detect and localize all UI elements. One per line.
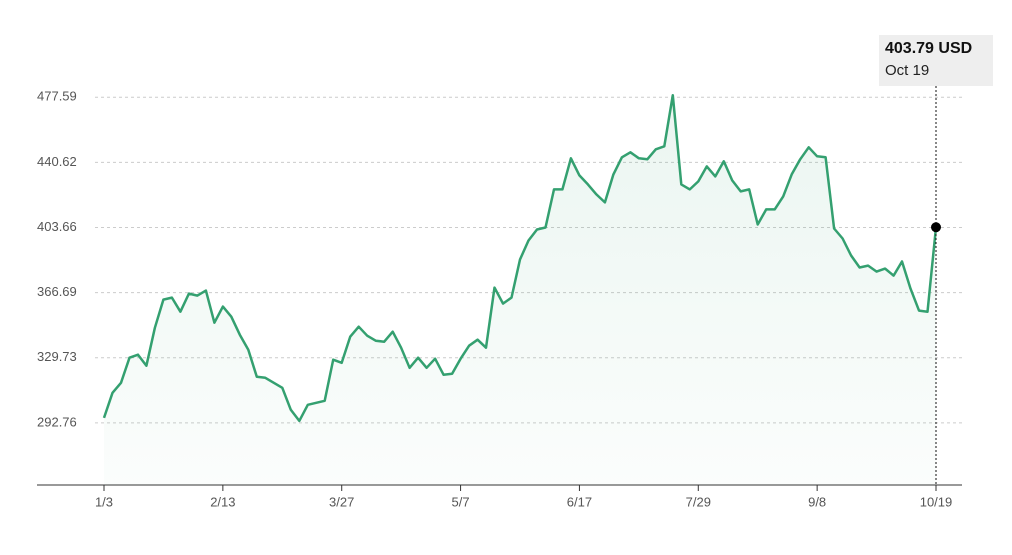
y-tick-label: 440.62 xyxy=(37,154,77,169)
x-tick-label: 9/8 xyxy=(808,494,826,509)
y-tick-label: 477.59 xyxy=(37,89,77,104)
x-tick-label: 3/27 xyxy=(329,494,354,509)
x-tick-label: 7/29 xyxy=(686,494,711,509)
y-tick-label: 329.73 xyxy=(37,349,77,364)
tooltip-value: 403.79 USD xyxy=(885,40,972,57)
x-tick-label: 10/19 xyxy=(920,494,953,509)
x-tick-label: 1/3 xyxy=(95,494,113,509)
y-tick-label: 366.69 xyxy=(37,284,77,299)
x-tick-label: 5/7 xyxy=(452,494,470,509)
line xyxy=(102,93,938,423)
y-tick-label: 403.66 xyxy=(37,219,77,234)
area xyxy=(104,95,936,485)
tooltip-date: Oct 19 xyxy=(885,62,929,79)
y-tick-label: 292.76 xyxy=(37,414,77,429)
point xyxy=(931,222,941,233)
x-tick-label: 6/17 xyxy=(567,494,592,509)
x-tick-label: 2/13 xyxy=(210,494,235,509)
tooltip-box xyxy=(879,35,993,86)
